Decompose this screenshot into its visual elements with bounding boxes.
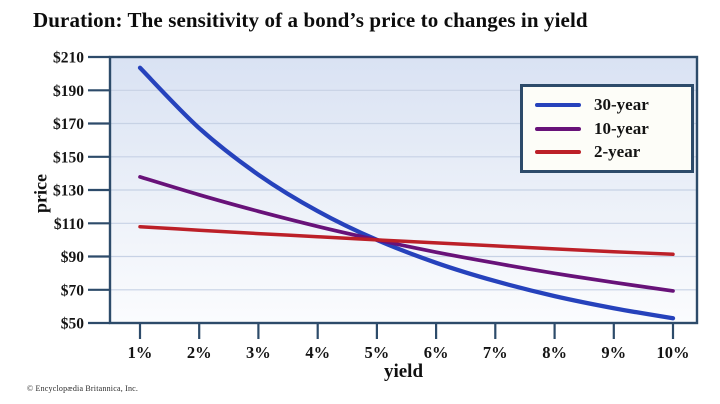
x-axis-label: yield (383, 361, 424, 382)
legend-item-2-year: 2-year (535, 142, 687, 162)
legend-item-10-year: 10-year (535, 119, 687, 139)
x-tick-label: 8% (542, 343, 567, 362)
legend-item-30-year: 30-year (535, 95, 687, 115)
x-tick-label: 7% (483, 343, 508, 362)
x-tick-label: 9% (601, 343, 626, 362)
y-tick-label: $90 (61, 249, 85, 266)
x-tick-label: 2% (187, 343, 212, 362)
chart-title: Duration: The sensitivity of a bond’s pr… (33, 8, 588, 32)
y-axis-label: price (30, 174, 51, 213)
y-tick-label: $170 (53, 116, 84, 133)
x-tick-label: 5% (365, 343, 390, 362)
legend-item-label: 2-year (594, 141, 641, 161)
legend-item-label: 30-year (594, 95, 649, 115)
y-tick-label: $130 (53, 183, 84, 200)
x-tick-label: 1% (128, 343, 153, 362)
y-tick-label: $110 (54, 216, 84, 233)
x-tick-label: 6% (424, 343, 449, 362)
legend-item-label: 10-year (594, 118, 649, 138)
series-line-30-year (137, 65, 676, 321)
y-tick-label: $210 (53, 50, 84, 67)
series-line-2-year (138, 224, 675, 257)
y-tick-label: $50 (61, 316, 85, 333)
y-tick-label: $150 (53, 149, 84, 166)
legend-line-swatch (535, 149, 581, 154)
copyright-text: © Encyclopædia Britannica, Inc. (27, 384, 139, 393)
x-tick-label: 4% (305, 343, 330, 362)
y-tick-label: $190 (53, 83, 84, 100)
plot-frame (108, 55, 699, 325)
legend: 30-year 10-year 2-year (520, 84, 694, 173)
y-tick-label: $70 (61, 282, 85, 299)
x-tick-label: 10% (657, 343, 690, 362)
x-tick-label: 3% (246, 343, 271, 362)
legend-line-swatch (535, 126, 581, 131)
series-line-10-year (138, 175, 675, 293)
legend-line-swatch (535, 103, 581, 108)
